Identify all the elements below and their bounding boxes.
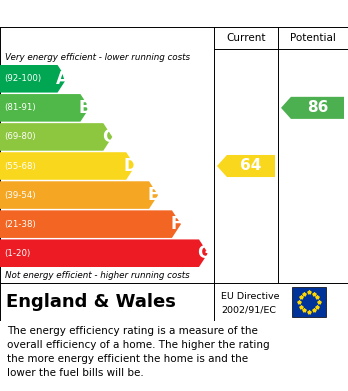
- Text: (39-54): (39-54): [4, 190, 35, 199]
- Text: C: C: [102, 128, 114, 146]
- Polygon shape: [0, 65, 66, 93]
- Text: (92-100): (92-100): [4, 74, 41, 83]
- Text: England & Wales: England & Wales: [6, 293, 176, 311]
- Text: (55-68): (55-68): [4, 161, 36, 170]
- Text: (1-20): (1-20): [4, 249, 30, 258]
- Text: (81-91): (81-91): [4, 103, 35, 112]
- Text: 2002/91/EC: 2002/91/EC: [221, 305, 276, 314]
- Text: (21-38): (21-38): [4, 220, 36, 229]
- Polygon shape: [0, 239, 208, 267]
- Text: The energy efficiency rating is a measure of the
overall efficiency of a home. T: The energy efficiency rating is a measur…: [7, 326, 270, 378]
- Polygon shape: [217, 155, 275, 177]
- Text: F: F: [171, 215, 182, 233]
- Polygon shape: [0, 123, 112, 151]
- Text: Not energy efficient - higher running costs: Not energy efficient - higher running co…: [5, 271, 190, 280]
- Text: Potential: Potential: [290, 33, 336, 43]
- Text: D: D: [124, 157, 137, 175]
- Text: 86: 86: [307, 100, 328, 115]
- Text: G: G: [197, 244, 211, 262]
- Text: EU Directive: EU Directive: [221, 292, 279, 301]
- Text: (69-80): (69-80): [4, 133, 35, 142]
- Text: Energy Efficiency Rating: Energy Efficiency Rating: [8, 6, 218, 21]
- Text: B: B: [79, 99, 91, 117]
- Polygon shape: [0, 181, 158, 209]
- Polygon shape: [0, 152, 135, 180]
- Bar: [292, 287, 326, 317]
- Text: Current: Current: [226, 33, 266, 43]
- Text: E: E: [148, 186, 159, 204]
- Polygon shape: [281, 97, 344, 119]
- Text: 64: 64: [240, 158, 262, 174]
- Polygon shape: [0, 94, 89, 122]
- Polygon shape: [0, 210, 181, 238]
- Text: Very energy efficient - lower running costs: Very energy efficient - lower running co…: [5, 52, 190, 61]
- Text: A: A: [56, 70, 69, 88]
